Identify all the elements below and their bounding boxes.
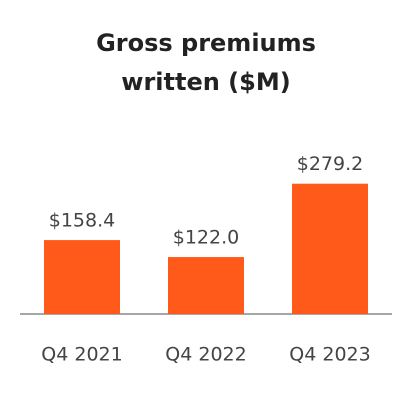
x-tick-label: Q4 2022 [165, 344, 246, 366]
value-label: $122.0 [173, 227, 239, 249]
chart-title: Gross premiums written ($M) [96, 29, 316, 96]
bar [44, 240, 120, 314]
value-label: $279.2 [297, 153, 363, 175]
bar [168, 257, 244, 314]
x-tick-label: Q4 2021 [41, 344, 122, 366]
bar [292, 183, 368, 314]
x-tick-label: Q4 2023 [289, 344, 370, 366]
value-label: $158.4 [49, 210, 115, 232]
